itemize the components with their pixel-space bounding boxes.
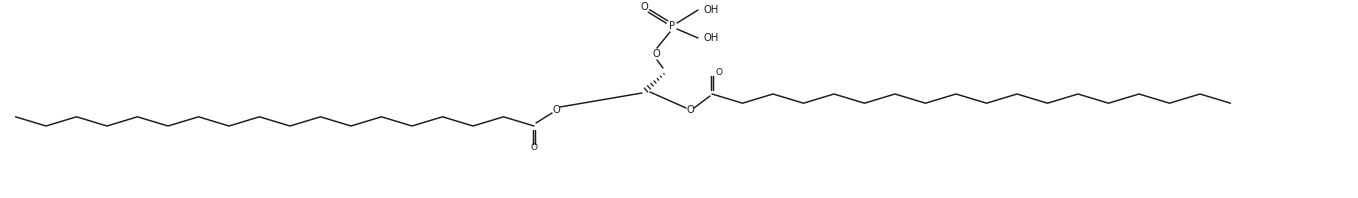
Text: P: P: [669, 21, 675, 31]
Text: O: O: [531, 144, 538, 152]
Text: O: O: [686, 105, 694, 115]
Text: O: O: [716, 68, 722, 76]
Text: O: O: [553, 105, 559, 115]
Text: O: O: [652, 49, 660, 59]
Text: OH: OH: [703, 33, 718, 43]
Text: O: O: [640, 2, 648, 12]
Text: OH: OH: [703, 5, 718, 15]
